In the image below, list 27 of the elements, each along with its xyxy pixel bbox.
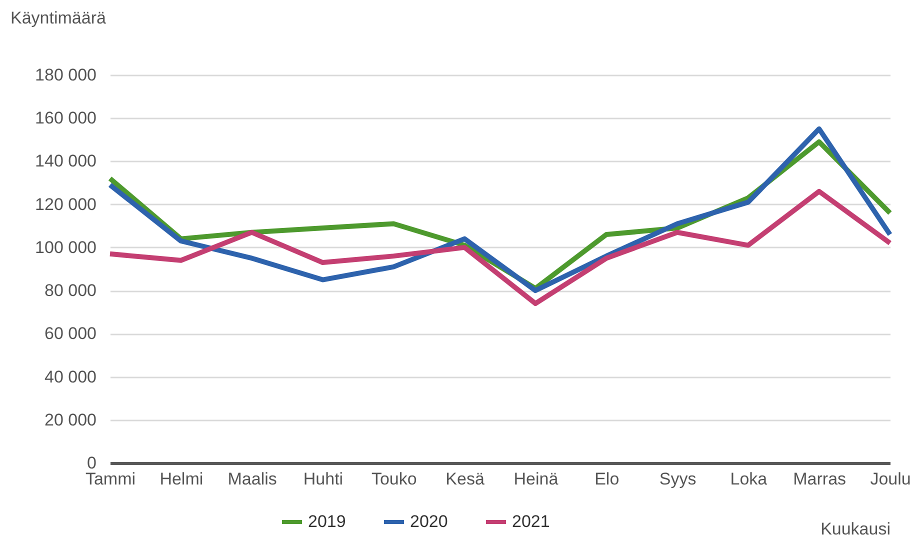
y-axis-title: Käyntimäärä (10, 8, 106, 28)
legend-label: 2020 (410, 512, 448, 531)
legend-label: 2019 (308, 512, 346, 531)
x-tick-label: Marras (793, 470, 846, 488)
x-tick-label: Loka (730, 470, 768, 488)
y-tick-label: 40 000 (44, 367, 96, 386)
x-tick-label: Maalis (228, 470, 277, 488)
y-tick-label: 140 000 (35, 152, 96, 171)
y-tick-label: 80 000 (44, 281, 96, 300)
x-tick-label: Kesä (446, 470, 485, 488)
x-tick-label: Elo (594, 470, 620, 488)
y-tick-label: 180 000 (35, 66, 96, 84)
y-tick-label: 0 (87, 454, 96, 472)
x-tick-label: Joulu (870, 470, 911, 488)
x-tick-label: Syys (659, 470, 696, 488)
y-tick-label: 100 000 (35, 238, 96, 257)
x-tick-label: Helmi (160, 470, 204, 488)
y-tick-label: 120 000 (35, 194, 96, 214)
x-tick-label: Heinä (514, 470, 559, 488)
x-tick-label: Huhti (303, 470, 344, 488)
y-tick-label: 20 000 (44, 410, 96, 430)
x-axis-title: Kuukausi (820, 520, 890, 538)
x-tick-label: Tammi (85, 470, 136, 488)
y-tick-label: 60 000 (44, 324, 96, 344)
x-tick-label: Touko (371, 470, 417, 488)
legend-label: 2021 (512, 512, 550, 531)
y-tick-label: 160 000 (35, 108, 96, 128)
